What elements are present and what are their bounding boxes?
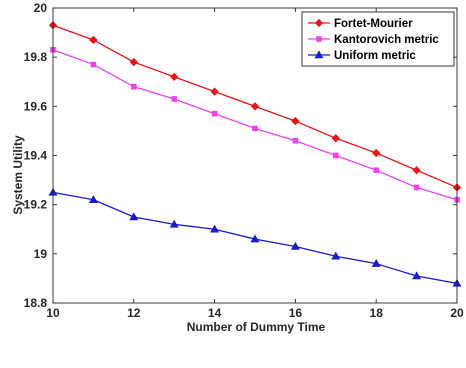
legend: Fortet-Mourier Kantorovich metric Uniform … xyxy=(301,11,455,67)
data-point xyxy=(130,83,137,90)
series-3 xyxy=(48,187,462,287)
legend-label: Fortet-Mourier xyxy=(334,18,413,30)
x-tick-label: 10 xyxy=(46,306,60,320)
data-point xyxy=(331,134,340,143)
data-point xyxy=(412,271,422,280)
x-axis-label: Number of Dummy Time xyxy=(187,320,326,334)
data-point xyxy=(372,148,381,158)
y-tick-label: 19.6 xyxy=(24,99,48,113)
data-point xyxy=(88,195,98,204)
y-tick-label: 19.2 xyxy=(24,198,48,212)
data-point xyxy=(331,251,341,260)
data-point xyxy=(90,61,97,68)
y-axis-label: System Utility xyxy=(11,135,25,215)
data-point xyxy=(250,102,260,111)
data-point xyxy=(129,57,138,67)
y-tick-label: 18.8 xyxy=(24,296,48,310)
legend-item: Fortet-Mourier xyxy=(308,18,413,30)
data-point xyxy=(210,87,219,96)
y-tick-label: 20 xyxy=(34,1,48,15)
data-point xyxy=(129,212,139,221)
data-point xyxy=(211,110,218,117)
data-point xyxy=(169,219,179,228)
data-point xyxy=(292,137,299,144)
legend-item: Uniform metric xyxy=(308,50,416,62)
data-point xyxy=(171,96,178,102)
y-tick-label: 19.4 xyxy=(24,149,48,163)
x-tick-label: 20 xyxy=(450,306,464,320)
data-point xyxy=(413,184,420,191)
legend-label: Uniform metric xyxy=(334,50,416,62)
legend-label: Kantorovich metric xyxy=(334,34,439,46)
data-point xyxy=(412,166,421,175)
x-tick-label: 12 xyxy=(127,306,141,320)
x-tick-label: 18 xyxy=(370,306,384,320)
legend-marker xyxy=(314,50,324,59)
data-point xyxy=(290,241,300,250)
series-2 xyxy=(50,46,460,203)
x-tick-label: 14 xyxy=(208,306,222,320)
data-point xyxy=(250,234,260,243)
y-tick-label: 19 xyxy=(34,247,48,261)
series-line xyxy=(52,49,458,201)
y-tick-label: 19.8 xyxy=(24,50,48,64)
legend-item: Kantorovich metric xyxy=(308,34,439,46)
data-point xyxy=(371,259,381,267)
axes-layer: 10 12 14 16 18 20 18.8 19 19.2 19.4 19.6 19.8 20 xyxy=(24,1,464,320)
data-point xyxy=(252,125,258,132)
legend-marker xyxy=(314,18,324,28)
data-point xyxy=(373,167,379,174)
legend-marker xyxy=(316,36,322,42)
data-point xyxy=(291,116,300,126)
x-tick-label: 16 xyxy=(289,306,303,320)
data-point xyxy=(332,152,339,159)
data-point xyxy=(210,224,220,233)
data-point xyxy=(89,35,98,45)
data-point xyxy=(170,72,179,81)
